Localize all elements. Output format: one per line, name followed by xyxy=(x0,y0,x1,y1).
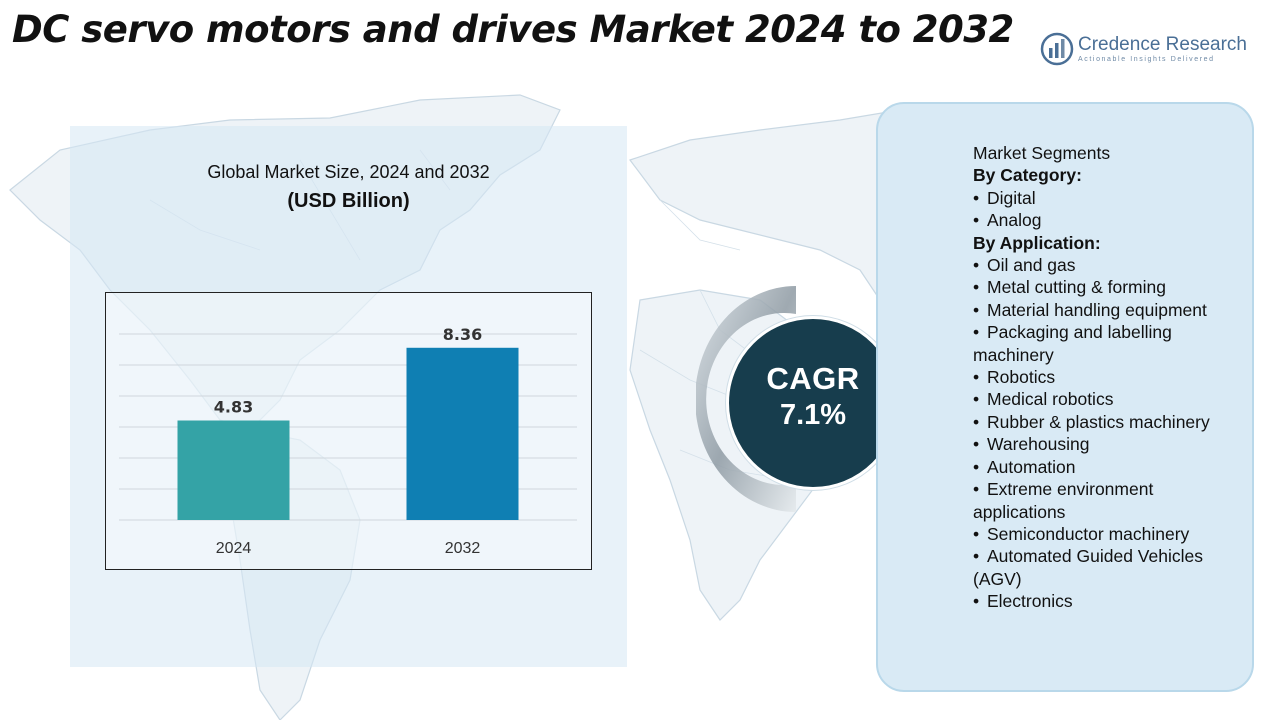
brand-name: Credence Research xyxy=(1078,34,1247,55)
cagr-label: CAGR xyxy=(766,361,860,396)
chart-heading: Global Market Size, 2024 and 2032 xyxy=(207,162,490,182)
cagr-ring-decoration xyxy=(696,286,796,512)
segment-item: • Medical robotics xyxy=(973,388,1248,410)
segments-list: Market Segments By Category: • Digital • Ana… xyxy=(973,142,1248,613)
bullet-icon: • xyxy=(973,255,980,276)
bullet-icon: • xyxy=(973,434,980,455)
segment-item-label: Analog xyxy=(987,210,1042,231)
x-tick-label: 2032 xyxy=(445,540,481,557)
data-label: 4.83 xyxy=(214,398,253,417)
segment-item: • Analog xyxy=(973,209,1248,231)
segments-panel: Market Segments By Category: • Digital • Ana… xyxy=(876,102,1254,692)
cagr-badge: CAGR 7.1% xyxy=(726,316,900,490)
cagr-value: 7.1% xyxy=(779,399,847,431)
bar xyxy=(177,420,290,520)
segment-item-label: Automated Guided Vehicles (AGV) xyxy=(973,546,1203,589)
bullet-icon: • xyxy=(973,389,980,410)
segment-item: • Automation xyxy=(973,456,1248,478)
segment-item: • Electronics xyxy=(973,590,1248,612)
x-tick-label: 2024 xyxy=(216,540,252,557)
segment-item-label: Warehousing xyxy=(987,434,1090,455)
bullet-icon: • xyxy=(973,456,980,477)
segment-item: • Robotics xyxy=(973,366,1248,388)
bullet-icon: • xyxy=(973,523,980,544)
bullet-icon: • xyxy=(973,210,980,231)
segment-item: • Semiconductor machinery xyxy=(973,523,1248,545)
bullet-icon: • xyxy=(973,479,980,500)
page-title: DC servo motors and drives Market 2024 t… xyxy=(12,8,1014,51)
segment-item: • Rubber & plastics machinery xyxy=(973,411,1248,433)
segments-heading: Market Segments xyxy=(973,143,1111,163)
segment-item-label: Rubber & plastics machinery xyxy=(987,411,1210,432)
segment-item: • Material handling equipment xyxy=(973,299,1248,321)
segment-item-label: Digital xyxy=(987,187,1036,208)
segment-item-label: Medical robotics xyxy=(987,389,1114,410)
bullet-icon: • xyxy=(973,591,980,612)
brand-logo: Credence Research Actionable Insights De… xyxy=(1040,32,1255,68)
segment-item-label: Automation xyxy=(987,456,1076,477)
bullet-icon: • xyxy=(973,277,980,298)
segment-item-label: Electronics xyxy=(987,591,1073,612)
bullet-icon: • xyxy=(973,367,980,388)
bullet-icon: • xyxy=(973,299,980,320)
segment-item: • Metal cutting & forming xyxy=(973,276,1248,298)
chart-panel: Global Market Size, 2024 and 2032 (USD B… xyxy=(70,126,627,667)
segment-item-label: Extreme environment applications xyxy=(973,479,1154,522)
segment-item: • Warehousing xyxy=(973,433,1248,455)
segment-item: • Oil and gas xyxy=(973,254,1248,276)
segment-item: • Digital xyxy=(973,187,1248,209)
segment-item: • Extreme environment applications xyxy=(973,478,1248,523)
segment-group-label: By Category: xyxy=(973,165,1082,186)
segment-item-label: Oil and gas xyxy=(987,255,1076,276)
bullet-icon: • xyxy=(973,411,980,432)
data-label: 8.36 xyxy=(443,325,482,344)
segment-item: • Packaging and labelling machinery xyxy=(973,321,1248,366)
segment-item-label: Semiconductor machinery xyxy=(987,523,1190,544)
segment-item-label: Metal cutting & forming xyxy=(987,277,1166,298)
segment-group-label: By Application: xyxy=(973,232,1101,253)
credence-logo-icon xyxy=(1040,32,1074,66)
segment-item: • Automated Guided Vehicles (AGV) xyxy=(973,545,1248,590)
segment-item-label: Robotics xyxy=(987,367,1056,388)
chart-unit: (USD Billion) xyxy=(287,190,410,212)
brand-tagline: Actionable Insights Delivered xyxy=(1078,56,1215,63)
segment-item-label: Packaging and labelling machinery xyxy=(973,322,1172,365)
bar xyxy=(406,347,519,520)
bullet-icon: • xyxy=(973,187,980,208)
bullet-icon: • xyxy=(973,546,980,567)
segment-item-label: Material handling equipment xyxy=(987,299,1207,320)
bullet-icon: • xyxy=(973,322,980,343)
bar-chart: 4.83 2024 8.36 2032 xyxy=(105,292,592,570)
